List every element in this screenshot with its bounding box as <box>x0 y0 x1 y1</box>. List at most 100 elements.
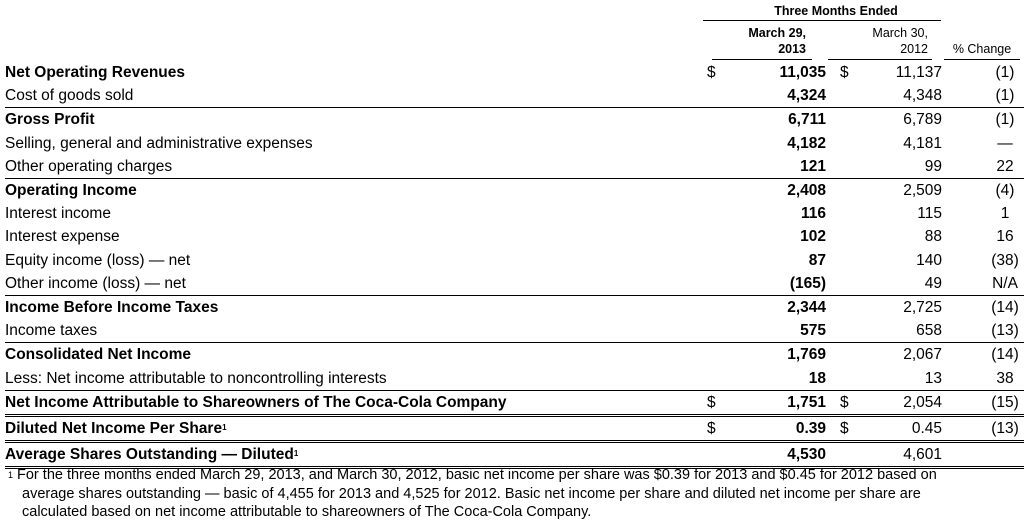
percent-change: N/A <box>992 274 1018 292</box>
row-label: Other income (loss) — net <box>5 274 186 292</box>
currency-symbol <box>826 319 888 343</box>
row-label-text: Average Shares Outstanding — Diluted <box>5 446 294 464</box>
currency-symbol: $ <box>826 413 888 442</box>
header-col-2012-line2: 2012 <box>900 42 928 56</box>
footnote-marker: 1 <box>293 449 299 459</box>
percent-change: 38 <box>996 369 1014 387</box>
value-2012: 4,601 <box>888 439 942 470</box>
percent-change: (14) <box>942 294 1024 320</box>
header-rule-change <box>944 59 1020 60</box>
currency-symbol <box>826 225 888 248</box>
footnote-text: For the three months ended March 29, 201… <box>17 467 937 483</box>
table-row: Average Shares Outstanding — Diluted1 4,… <box>5 439 1024 470</box>
value-2013: 575 <box>800 322 826 340</box>
value-2012: 88 <box>924 228 942 246</box>
value-2013: 2,344 <box>757 294 826 320</box>
currency-symbol <box>826 342 888 367</box>
row-label-text: Diluted Net Income Per Share <box>5 419 223 437</box>
currency-symbol <box>693 294 757 320</box>
percent-change: — <box>997 134 1013 152</box>
header-group-title: Three Months Ended <box>774 4 898 18</box>
footnote: 1 For the three months ended March 29, 20… <box>8 466 1018 522</box>
footnote-line: calculated based on net income attributa… <box>22 504 592 520</box>
currency-symbol <box>826 294 888 320</box>
row-label: Income taxes <box>5 322 98 340</box>
table-row: Operating Income 2,408 2,509 (4) <box>5 177 1024 203</box>
header-col-2012-line1: March 30, <box>872 26 928 40</box>
percent-change: 22 <box>996 157 1014 175</box>
value-2012: 115 <box>917 205 942 223</box>
currency-symbol <box>693 132 757 155</box>
percent-change: (13) <box>991 322 1019 340</box>
value-2013: 1,751 <box>757 389 826 416</box>
currency-symbol: $ <box>693 413 757 442</box>
currency-symbol <box>693 84 757 108</box>
row-label: Other operating charges <box>5 157 173 175</box>
value-2013: 102 <box>800 228 826 246</box>
table-row: Cost of goods sold 4,324 4,348 (1) <box>5 84 1024 108</box>
row-label: Equity income (loss) — net <box>5 251 191 269</box>
row-label: Interest expense <box>5 228 120 246</box>
currency-symbol <box>826 272 888 296</box>
currency-symbol: $ <box>707 64 716 82</box>
value-2013: 87 <box>808 251 826 269</box>
currency-symbol <box>826 249 888 272</box>
table-row: Less: Net income attributable to noncont… <box>5 366 1024 390</box>
currency-symbol <box>826 132 888 155</box>
currency-symbol: $ <box>840 64 849 82</box>
value-2012: 658 <box>916 322 942 340</box>
value-2013: 0.39 <box>757 413 826 442</box>
row-label: Interest income <box>5 205 111 223</box>
percent-change: (1) <box>942 107 1024 132</box>
value-2013: 4,530 <box>757 439 826 470</box>
currency-symbol <box>693 155 757 179</box>
table-row: Income taxes 575 658 (13) <box>5 319 1024 343</box>
percent-change: (4) <box>942 177 1024 203</box>
row-label: Net Income Attributable to Shareowners o… <box>5 389 693 416</box>
value-2012: 6,789 <box>888 107 942 132</box>
header-col-2013-line1: March 29, <box>748 26 806 40</box>
value-2013: 1,769 <box>757 342 826 367</box>
currency-symbol <box>693 202 757 225</box>
table-row: Income Before Income Taxes 2,344 2,725 (… <box>5 294 1024 320</box>
currency-symbol <box>826 202 888 225</box>
value-2013: 121 <box>800 157 826 175</box>
percent-change <box>942 439 1024 470</box>
row-label: Net Operating Revenues <box>5 64 186 82</box>
currency-symbol <box>693 439 757 470</box>
footnote-marker: 1 <box>222 422 227 432</box>
row-label: Average Shares Outstanding — Diluted1 <box>5 439 693 470</box>
value-2012: 2,054 <box>888 389 942 416</box>
row-label: Selling, general and administrative expe… <box>5 134 313 152</box>
value-2013: 4,324 <box>787 87 826 105</box>
value-2013: 2,408 <box>757 177 826 203</box>
table-row: Gross Profit 6,711 6,789 (1) <box>5 107 1024 132</box>
value-2012: 2,725 <box>888 294 942 320</box>
percent-change: (38) <box>991 251 1019 269</box>
currency-symbol <box>693 342 757 367</box>
currency-symbol <box>693 107 757 132</box>
percent-change: 1 <box>1000 205 1010 223</box>
footnote-marker: 1 <box>8 470 14 480</box>
value-2013: 18 <box>808 369 826 387</box>
header-col-change: % Change <box>952 42 1012 56</box>
currency-symbol <box>826 155 888 179</box>
table-row: Net Income Attributable to Shareowners o… <box>5 389 1024 416</box>
table-row: Consolidated Net Income 1,769 2,067 (14) <box>5 342 1024 367</box>
value-2013: 6,711 <box>757 107 826 132</box>
row-label: Gross Profit <box>5 107 693 132</box>
currency-symbol <box>826 177 888 203</box>
footnote-line: average shares outstanding — basic of 4,… <box>22 485 921 502</box>
percent-change: (13) <box>942 413 1024 442</box>
table-row: Selling, general and administrative expe… <box>5 132 1024 155</box>
value-2012: 140 <box>916 251 942 269</box>
table-row: Interest expense 102 88 16 <box>5 225 1024 248</box>
value-2012: 4,348 <box>903 87 942 105</box>
header-col-2013-line2: 2013 <box>778 42 806 56</box>
header-rule-2012 <box>828 59 932 60</box>
currency-symbol <box>693 272 757 296</box>
value-2013: 116 <box>800 205 826 223</box>
value-2012: 2,509 <box>888 177 942 203</box>
row-label: Income Before Income Taxes <box>5 294 693 320</box>
income-statement-table: Net Operating Revenues $ 11,035 $ 11,137… <box>5 61 1024 470</box>
